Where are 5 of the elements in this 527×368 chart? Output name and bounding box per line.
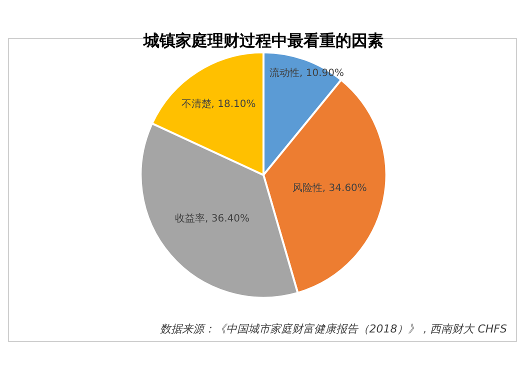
slice-label: 收益率, 36.40% (175, 212, 250, 225)
chart-title: 城镇家庭理财过程中最看重的因素 (142, 30, 384, 50)
slice-label: 不清楚, 18.10% (181, 98, 256, 110)
slice-label: 风险性, 34.60% (292, 182, 367, 194)
source-note: 数据来源：《中国城市家庭财富健康报告（2018）》，西南财大 CHFS (160, 322, 508, 336)
